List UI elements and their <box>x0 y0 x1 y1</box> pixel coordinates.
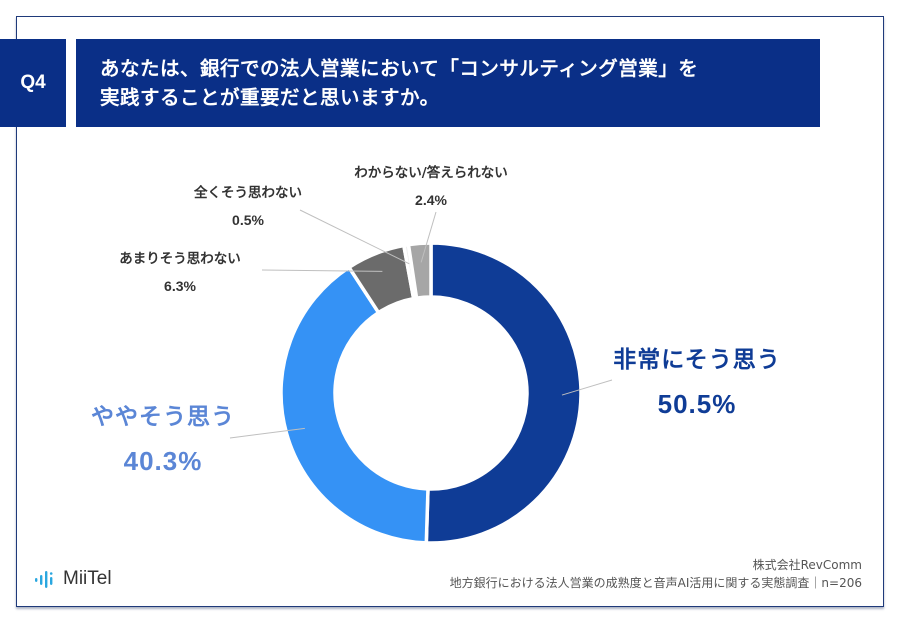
slice-label-text: あまりそう思わない <box>119 251 241 267</box>
company-name: 株式会社RevComm <box>752 558 862 572</box>
slice-label-not-much: あまりそう思わない 6.3% <box>100 246 260 300</box>
leader-line-not-much <box>261 269 383 272</box>
leader-line-very-much <box>561 379 613 396</box>
slice-label-very-much: 非常にそう思う 50.5% <box>612 338 782 426</box>
question-number-badge: Q4 <box>0 39 66 127</box>
question-title-line-1: あなたは、銀行での法人営業において「コンサルティング営業」を <box>100 57 699 80</box>
leader-line-dont-know <box>420 211 437 263</box>
slice-value-label: 0.5% <box>232 212 264 228</box>
slice-label-dont-know: わからない/答えられない 2.4% <box>326 160 536 214</box>
leader-lines <box>229 209 613 439</box>
soundwave-icon <box>35 571 53 588</box>
donut-slice-dont-know <box>406 241 433 301</box>
survey-name: 地方銀行における法人営業の成熟度と音声AI活用に関する実態調査｜n=206 <box>449 576 862 590</box>
slice-label-somewhat: ややそう思う 40.3% <box>78 395 248 483</box>
slice-label-not-at-all: 全くそう思わない 0.5% <box>176 180 320 234</box>
leader-line-somewhat <box>229 427 305 439</box>
question-title: あなたは、銀行での法人営業において「コンサルティング営業」を 実践することが重要… <box>76 39 820 127</box>
slice-label-text: ややそう思う <box>91 404 235 430</box>
slice-value-label: 6.3% <box>164 278 196 294</box>
logo-text: MiiTel <box>63 568 112 589</box>
slice-value-label: 40.3% <box>123 446 203 476</box>
leader-line-not-at-all <box>299 209 410 265</box>
slice-label-text: 全くそう思わない <box>194 185 302 201</box>
slice-value-label: 2.4% <box>415 192 447 208</box>
question-title-line-2: 実践することが重要だと思いますか。 <box>100 86 440 109</box>
slice-value-label: 50.5% <box>657 389 737 419</box>
donut-slice-very-much <box>424 241 583 545</box>
donut-slices <box>279 241 583 545</box>
slice-label-text: わからない/答えられない <box>354 165 508 181</box>
miitel-logo: MiiTel <box>34 568 112 590</box>
slice-label-text: 非常にそう思う <box>613 347 781 373</box>
source-credit: 株式会社RevComm 地方銀行における法人営業の成熟度と音声AI活用に関する実… <box>450 556 862 592</box>
donut-slice-somewhat <box>279 264 430 545</box>
